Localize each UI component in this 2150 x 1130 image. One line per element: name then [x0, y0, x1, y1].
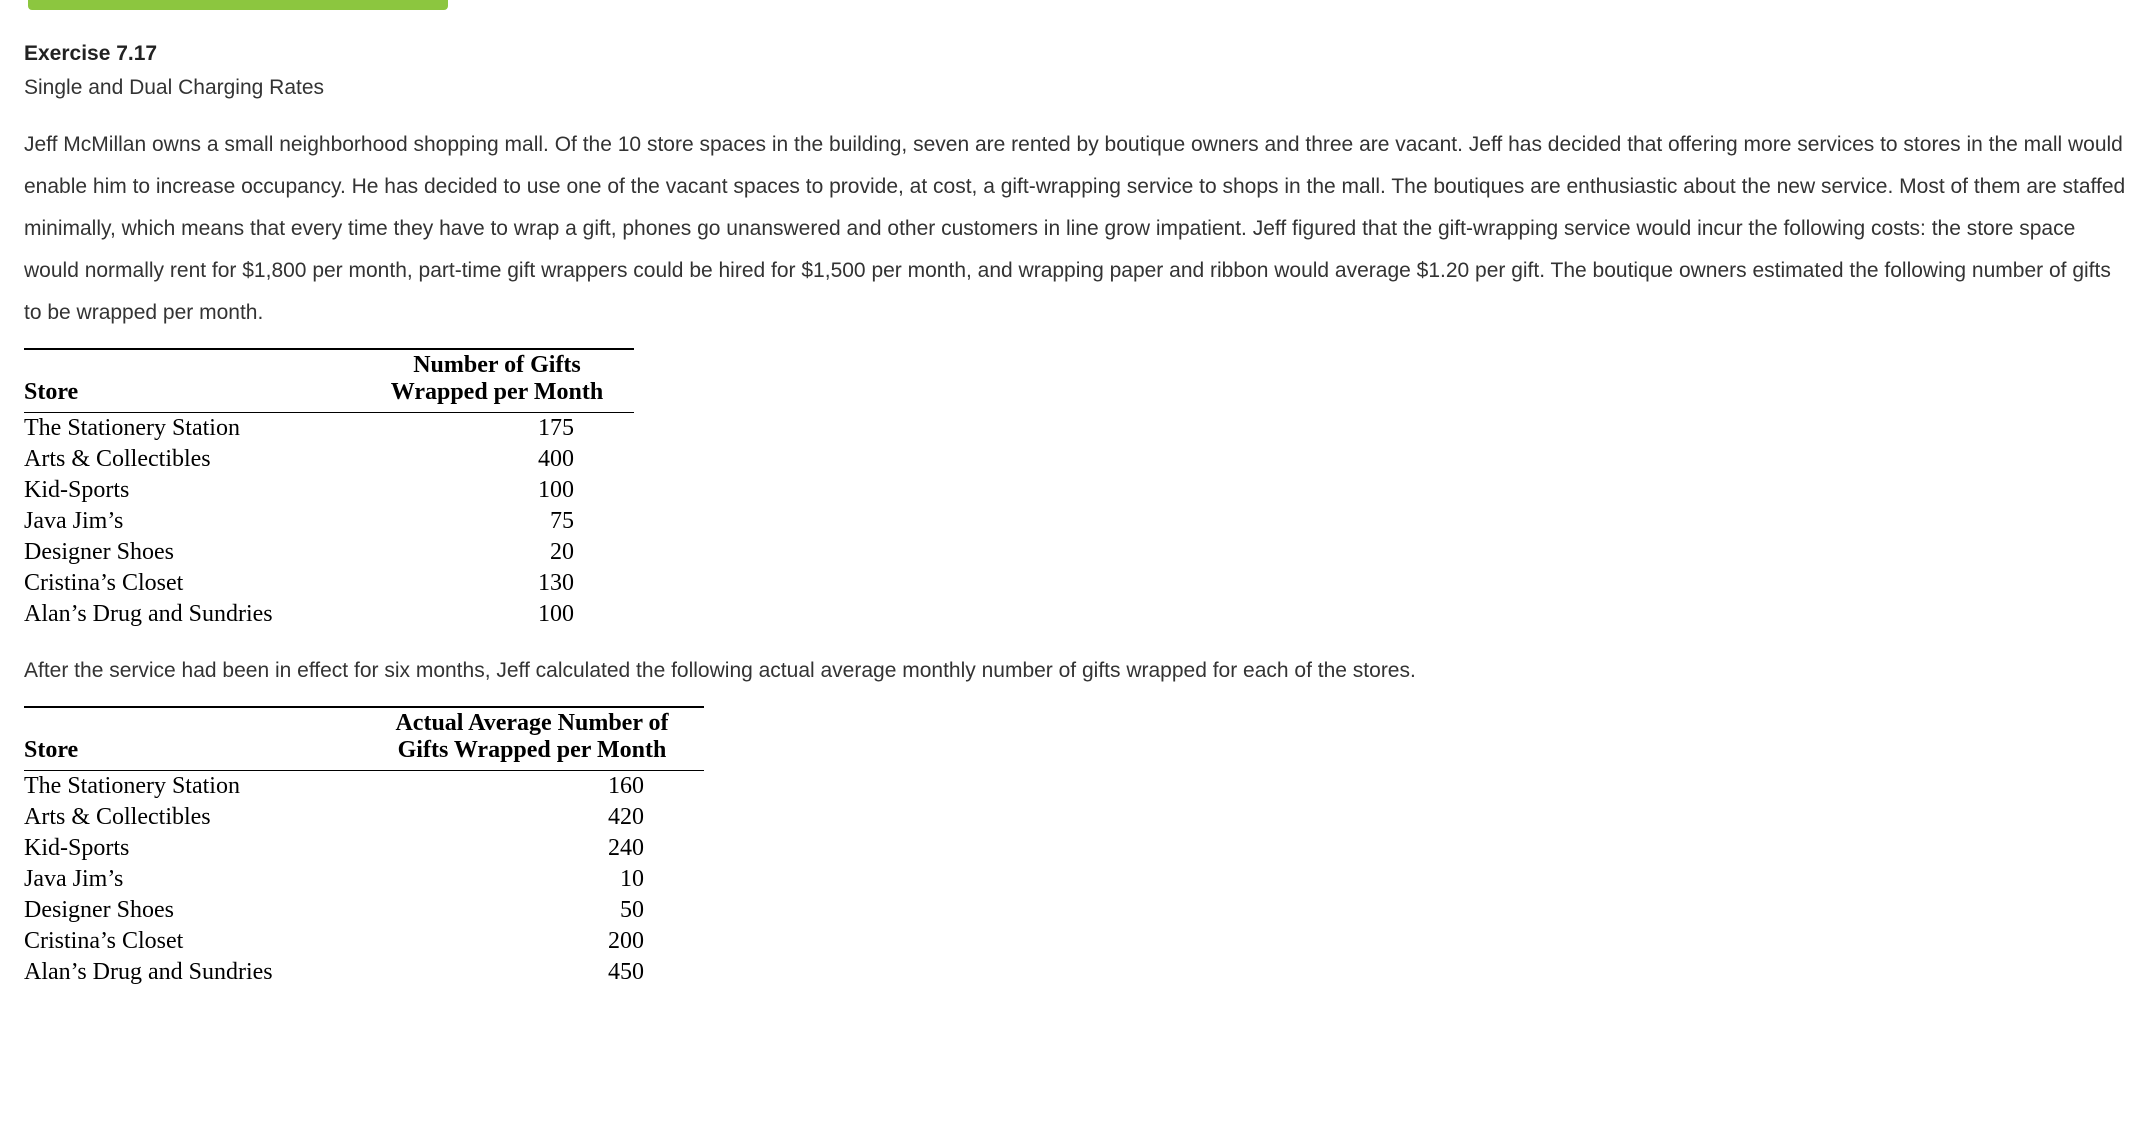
store-name-cell: Java Jim’s — [24, 506, 374, 537]
exercise-number: Exercise 7.17 — [24, 42, 2126, 66]
value-cell: 100 — [374, 599, 634, 630]
store-name-cell: The Stationery Station — [24, 771, 374, 803]
table2-header-store: Store — [24, 707, 374, 771]
estimated-gifts-table: Store Number of Gifts Wrapped per Month … — [24, 348, 634, 630]
value-cell: 50 — [374, 895, 704, 926]
table-row: Kid-Sports240 — [24, 833, 704, 864]
store-name-cell: Java Jim’s — [24, 864, 374, 895]
store-name-cell: Designer Shoes — [24, 895, 374, 926]
table-row: Cristina’s Closet200 — [24, 926, 704, 957]
table-row: Designer Shoes50 — [24, 895, 704, 926]
table1-header-value: Number of Gifts Wrapped per Month — [374, 349, 634, 413]
store-name-cell: Arts & Collectibles — [24, 802, 374, 833]
actual-gifts-table: Store Actual Average Number of Gifts Wra… — [24, 706, 704, 988]
value-cell: 160 — [374, 771, 704, 803]
table1-header-value-line1: Number of Gifts — [413, 352, 581, 378]
accent-bar — [28, 0, 448, 10]
table1-header-store: Store — [24, 349, 374, 413]
table-row: Cristina’s Closet130 — [24, 568, 634, 599]
value-cell: 240 — [374, 833, 704, 864]
table-row: Kid-Sports100 — [24, 475, 634, 506]
exercise-page: Exercise 7.17 Single and Dual Charging R… — [0, 0, 2150, 1048]
table-row: Alan’s Drug and Sundries100 — [24, 599, 634, 630]
store-name-cell: The Stationery Station — [24, 413, 374, 445]
table1-header-value-line2: Wrapped per Month — [391, 379, 603, 405]
store-name-cell: Cristina’s Closet — [24, 568, 374, 599]
problem-paragraph-2: After the service had been in effect for… — [24, 650, 2126, 692]
problem-paragraph-1: Jeff McMillan owns a small neighborhood … — [24, 124, 2126, 334]
table-row: Java Jim’s10 — [24, 864, 704, 895]
table2-header-value-line2: Gifts Wrapped per Month — [398, 737, 667, 763]
table-row: Alan’s Drug and Sundries450 — [24, 957, 704, 988]
table-row: Designer Shoes20 — [24, 537, 634, 568]
store-name-cell: Designer Shoes — [24, 537, 374, 568]
store-name-cell: Cristina’s Closet — [24, 926, 374, 957]
table-row: The Stationery Station175 — [24, 413, 634, 445]
value-cell: 20 — [374, 537, 634, 568]
table-row: Arts & Collectibles400 — [24, 444, 634, 475]
value-cell: 420 — [374, 802, 704, 833]
store-name-cell: Kid-Sports — [24, 475, 374, 506]
store-name-cell: Arts & Collectibles — [24, 444, 374, 475]
table-row: Arts & Collectibles420 — [24, 802, 704, 833]
value-cell: 400 — [374, 444, 634, 475]
store-name-cell: Alan’s Drug and Sundries — [24, 599, 374, 630]
table2-header-value-line1: Actual Average Number of — [395, 710, 668, 736]
value-cell: 175 — [374, 413, 634, 445]
value-cell: 100 — [374, 475, 634, 506]
table-row: Java Jim’s75 — [24, 506, 634, 537]
table-row: The Stationery Station160 — [24, 771, 704, 803]
table2-header-value: Actual Average Number of Gifts Wrapped p… — [374, 707, 704, 771]
table2-body: The Stationery Station160Arts & Collecti… — [24, 771, 704, 989]
store-name-cell: Alan’s Drug and Sundries — [24, 957, 374, 988]
value-cell: 200 — [374, 926, 704, 957]
value-cell: 450 — [374, 957, 704, 988]
value-cell: 10 — [374, 864, 704, 895]
store-name-cell: Kid-Sports — [24, 833, 374, 864]
table1-body: The Stationery Station175Arts & Collecti… — [24, 413, 634, 631]
value-cell: 130 — [374, 568, 634, 599]
exercise-subtitle: Single and Dual Charging Rates — [24, 76, 2126, 100]
value-cell: 75 — [374, 506, 634, 537]
